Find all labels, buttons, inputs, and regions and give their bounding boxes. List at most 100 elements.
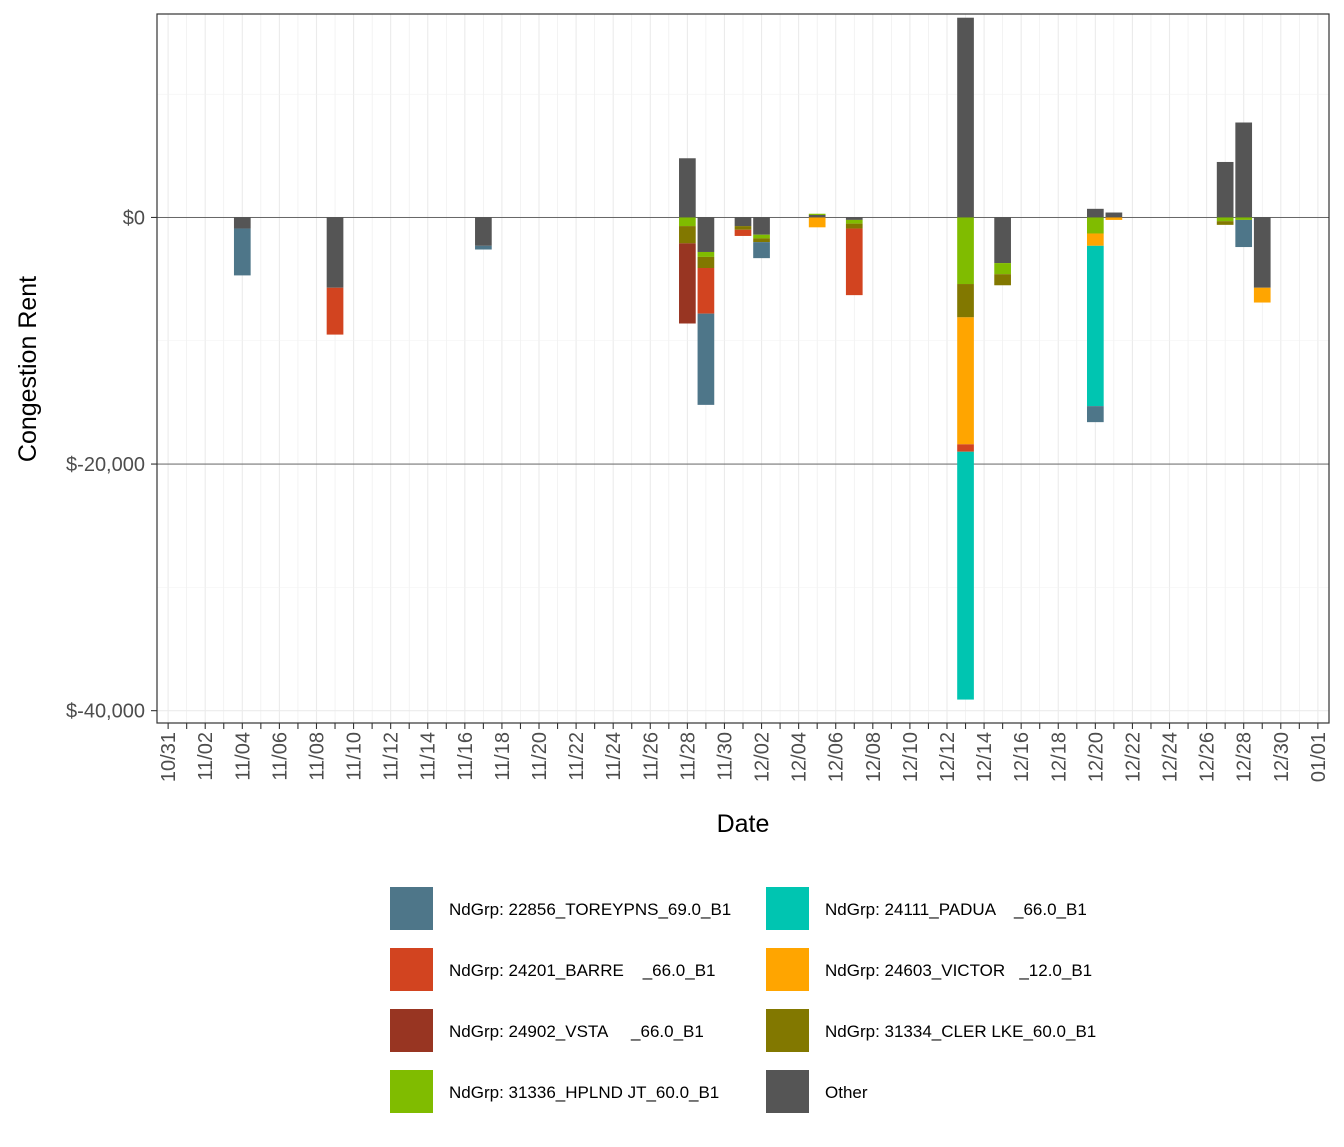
bar-segment-hplnd [1235, 217, 1253, 220]
bar-segment-vsta [679, 243, 696, 324]
x-tick-label: 12/10 [900, 732, 922, 782]
bar-segment-toreypns [233, 228, 251, 276]
x-tick-label: 11/12 [381, 732, 403, 781]
bar-segment-barre [734, 229, 752, 236]
legend-swatch [390, 948, 433, 991]
bar-segment-hplnd [845, 219, 863, 224]
bar-segment-clerlke [697, 256, 715, 269]
x-tick-label: 12/12 [937, 732, 959, 782]
bar-segment-barre [957, 444, 974, 452]
x-tick-label: 01/01 [1308, 732, 1330, 782]
bar-segment-other [1253, 217, 1271, 288]
x-tick-label: 11/14 [418, 732, 440, 781]
bar-segment-other [753, 217, 770, 235]
bar-segment-other [957, 17, 974, 218]
legend-swatch [390, 1070, 433, 1113]
bar-segment-padua [1086, 245, 1104, 407]
bar-11-17 [475, 217, 492, 250]
x-tick-label: 12/30 [1271, 732, 1293, 782]
x-tick-label: 11/28 [677, 732, 699, 781]
bar-segment-hplnd [753, 234, 770, 239]
legend-swatch [766, 1009, 809, 1052]
x-tick-label: 12/08 [863, 732, 885, 782]
legend-swatch [766, 887, 809, 930]
legend-swatch [390, 1009, 433, 1052]
legend-item-victor: NdGrp: 24603_VICTOR _12.0_B1 [766, 948, 1092, 991]
bar-12-28 [1235, 122, 1253, 248]
bar-12-05 [808, 213, 826, 228]
bar-12-15 [994, 217, 1011, 286]
bar-segment-toreypns [475, 245, 492, 250]
legend-label: NdGrp: 24902_VSTA _66.0_B1 [449, 1022, 704, 1041]
x-tick-label: 12/26 [1197, 732, 1219, 782]
bar-segment-hplnd [697, 251, 715, 257]
bar-segment-barre [326, 287, 344, 335]
bar-segment-clerlke [957, 284, 974, 318]
bar-segment-clerlke [845, 223, 863, 229]
bar-segment-hplnd [1086, 217, 1104, 234]
bar-11-29 [697, 217, 715, 405]
x-axis: 10/31 11/02 11/04 11/06 11/08 11/10 11/12 11/14… [158, 723, 1330, 782]
bar-segment-clerlke [753, 238, 770, 243]
bar-segment-toreypns [1235, 219, 1253, 248]
bar-segment-victor [808, 217, 826, 228]
bar-segment-hplnd [957, 217, 974, 285]
bar-segment-hplnd [808, 213, 826, 215]
legend-label: NdGrp: 24111_PADUA _66.0_B1 [825, 900, 1087, 919]
bar-segment-victor [957, 317, 974, 445]
y-axis-title: Congestion Rent [14, 276, 42, 462]
bar-segment-other [475, 217, 492, 246]
legend-label: NdGrp: 24603_VICTOR _12.0_B1 [825, 961, 1092, 980]
legend-item-vsta: NdGrp: 24902_VSTA _66.0_B1 [390, 1009, 704, 1052]
bar-12-02 [753, 217, 770, 259]
bar-12-13 [957, 17, 974, 700]
bar-segment-victor [1086, 233, 1104, 246]
legend-item-padua: NdGrp: 24111_PADUA _66.0_B1 [766, 887, 1087, 930]
bar-12-27 [1216, 161, 1234, 225]
x-tick-label: 12/16 [1011, 732, 1033, 782]
bar-segment-other [845, 217, 863, 220]
legend: NdGrp: 22856_TOREYPNS_69.0_B1 NdGrp: 2411… [390, 887, 1096, 1113]
bar-segment-victor [1253, 287, 1271, 303]
bar-segment-toreypns [753, 242, 770, 259]
legend-swatch [766, 1070, 809, 1113]
bar-segment-toreypns [697, 313, 715, 405]
legend-label: Other [825, 1083, 868, 1102]
legend-item-barre: NdGrp: 24201_BARRE _66.0_B1 [390, 948, 716, 991]
legend-swatch [766, 948, 809, 991]
minor-gridlines [157, 14, 1329, 723]
bar-segment-other [994, 217, 1011, 264]
x-tick-label: 12/28 [1234, 732, 1256, 782]
bar-segment-other [326, 217, 344, 288]
bar-segment-clerlke [679, 226, 696, 244]
y-tick-label: $0 [123, 207, 145, 229]
bar-segment-hplnd [679, 217, 696, 227]
y-tick-label: $-40,000 [66, 701, 145, 723]
y-axis: $0 $-20,000 $-40,000 [66, 207, 157, 723]
bar-segment-hplnd [1216, 217, 1234, 222]
bar-segment-other [697, 217, 715, 252]
bar-segment-other [1105, 212, 1123, 218]
bar-segment-other [1216, 161, 1234, 218]
bar-12-01 [734, 217, 752, 236]
legend-item-hplnd: NdGrp: 31336_HPLND JT_60.0_B1 [390, 1070, 719, 1113]
x-tick-label: 11/26 [640, 732, 662, 781]
x-tick-label: 11/02 [195, 732, 217, 781]
bar-segment-padua [957, 451, 974, 700]
bar-segment-barre [697, 268, 715, 314]
x-tick-label: 11/20 [529, 732, 551, 781]
legend-item-toreypns: NdGrp: 22856_TOREYPNS_69.0_B1 [390, 887, 731, 930]
legend-label: NdGrp: 31334_CLER LKE_60.0_B1 [825, 1022, 1096, 1041]
x-tick-label: 11/22 [566, 732, 588, 781]
bar-segment-clerlke [1216, 221, 1234, 225]
bar-segment-toreypns [1086, 406, 1104, 423]
x-tick-label: 11/16 [455, 732, 477, 781]
legend-item-clerlke: NdGrp: 31334_CLER LKE_60.0_B1 [766, 1009, 1096, 1052]
bars [233, 17, 1271, 700]
bar-segment-clerlke [734, 226, 752, 230]
x-tick-label: 11/08 [306, 732, 328, 781]
legend-item-other: Other [766, 1070, 868, 1113]
x-tick-label: 10/31 [158, 732, 180, 782]
bar-segment-other [1235, 122, 1253, 218]
